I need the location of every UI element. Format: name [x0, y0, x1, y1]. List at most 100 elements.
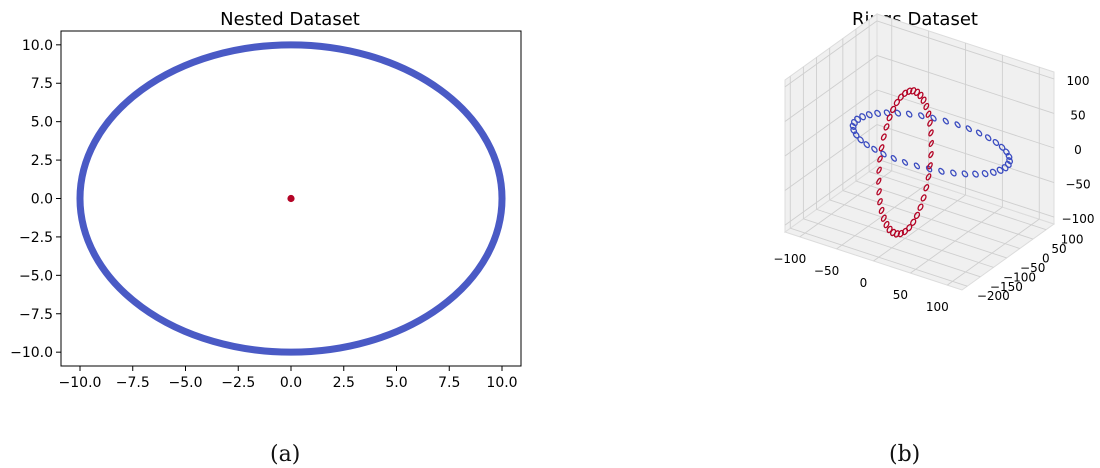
horizontal-ring-point: [874, 109, 882, 117]
x-tick-label: 0.0: [280, 375, 302, 391]
grid-line: [803, 218, 981, 278]
horizontal-ring-point: [930, 114, 937, 122]
vertical-ring-point: [928, 150, 934, 159]
horizontal-ring-point: [961, 170, 969, 178]
z-tick-label: −50: [1065, 178, 1090, 192]
vertical-ring-point: [927, 162, 933, 170]
horizontal-ring-point: [857, 136, 864, 144]
grid-line: [829, 199, 1007, 259]
horizontal-ring-point: [918, 112, 925, 120]
x-tick-label: −2.5: [221, 375, 255, 391]
grid-line: [784, 124, 878, 191]
vertical-ring-point: [886, 113, 893, 122]
horizontal-ring-point: [981, 170, 989, 178]
grid-line: [855, 180, 1034, 240]
vertical-ring-point: [877, 198, 883, 206]
subfigure-caption-a: (a): [270, 442, 301, 467]
x-tick-label: 2.5: [333, 375, 355, 391]
horizontal-ring-point: [998, 143, 1006, 151]
vertical-ring-point: [917, 203, 924, 211]
x-tick-label: 10.0: [486, 375, 517, 391]
horizontal-ring-point: [850, 126, 858, 135]
horizontal-ring-point: [954, 121, 961, 129]
horizontal-ring-point: [942, 117, 949, 125]
vertical-ring-point: [876, 177, 882, 185]
horizontal-ring-point: [950, 169, 957, 177]
vertical-ring-point: [928, 139, 934, 148]
grid-line: [790, 227, 968, 287]
horizontal-ring-point: [913, 162, 921, 170]
horizontal-ring-point: [880, 150, 887, 158]
y-tick-label: 50: [1051, 242, 1066, 256]
vertical-ring-point: [925, 173, 932, 181]
y-tick-label: −2.5: [19, 230, 53, 246]
vertical-ring-point: [913, 211, 921, 220]
grid-line: [784, 89, 878, 157]
x-tick-label: 7.5: [438, 375, 460, 391]
vertical-ring-point: [923, 102, 930, 111]
vertical-ring-point: [920, 194, 927, 202]
inner-cluster-points: [287, 194, 295, 203]
z-tick-label: 0: [1074, 143, 1082, 157]
horizontal-ring-point: [992, 138, 1000, 147]
horizontal-ring-point: [965, 125, 972, 133]
y-tick-label: −7.5: [19, 307, 53, 323]
subfigure-caption-b: (b): [889, 442, 921, 467]
horizontal-ring-point: [863, 141, 871, 149]
x-tick-label: 0: [860, 276, 868, 290]
y-tick-label: 2.5: [31, 153, 53, 169]
horizontal-ring-point: [975, 129, 983, 137]
grid-line: [784, 158, 878, 226]
grid-line: [876, 158, 1055, 218]
vertical-ring-point: [925, 110, 932, 118]
vertical-ring-point: [883, 220, 890, 229]
vertical-ring-point: [883, 123, 890, 131]
y-axis: 10.0 7.5 5.0 2.5 0.0 −2.5 −5.0 −7.5 −10.0: [10, 38, 61, 361]
scatter-marks: [849, 87, 1014, 238]
vertical-ring-point: [876, 188, 882, 196]
grid-line: [868, 171, 1047, 231]
vertical-ring-point: [876, 166, 882, 174]
y-tick-label: −200: [977, 289, 1010, 303]
vertical-ring-point: [878, 144, 885, 152]
horizontal-ring-point: [905, 110, 913, 118]
y-tick-label: −100: [1003, 270, 1036, 284]
horizontal-ring-point: [901, 158, 909, 166]
grid-line: [784, 20, 878, 88]
rings-dataset-chart: Rings Dataset −100−50050100100500−50−100…: [773, 9, 1094, 314]
x-tick-label: −5.0: [168, 375, 202, 391]
y-tick-label: 0.0: [31, 192, 53, 208]
y-tick-label: 5.0: [31, 115, 53, 131]
nested-dataset-chart: Nested Dataset −10.0 −7.5 −5.0 −2.5 0.0 2.5 5.…: [10, 9, 522, 391]
y-tick-label: −50: [1020, 261, 1045, 275]
z-tick-label: 50: [1070, 109, 1085, 123]
horizontal-ring-point: [890, 154, 897, 162]
x-tick-label: −50: [814, 264, 839, 278]
vertical-ring-point: [910, 218, 917, 227]
horizontal-ring-point: [1004, 160, 1012, 169]
vertical-ring-point: [880, 133, 887, 141]
vertical-ring-point: [880, 214, 887, 222]
x-tick-label: −10.0: [59, 375, 102, 391]
y-tick-label: −5.0: [19, 268, 53, 284]
chart-title: Nested Dataset: [220, 9, 360, 30]
axis-panes: [783, 13, 1056, 291]
x-tick-label: −7.5: [116, 375, 150, 391]
y-tick-label: 7.5: [31, 76, 53, 92]
grid-line: [876, 89, 1055, 149]
x-tick-label: 5.0: [385, 375, 407, 391]
horizontal-ring-point: [989, 168, 997, 176]
x-axis: −10.0 −7.5 −5.0 −2.5 0.0 2.5 5.0 7.5 10.0: [59, 366, 518, 391]
y-tick-label: 10.0: [22, 38, 53, 54]
vertical-ring-point: [878, 206, 885, 215]
grid-line: [876, 20, 1055, 80]
grid-line: [910, 206, 1003, 274]
vertical-ring-point: [928, 129, 934, 137]
vertical-ring-point: [923, 184, 930, 192]
scatter-marks: [76, 41, 506, 356]
horizontal-ring-point: [972, 170, 979, 178]
outer-ring-points: [76, 41, 506, 356]
grid-line: [876, 55, 1055, 114]
vertical-ring-point: [893, 98, 901, 107]
